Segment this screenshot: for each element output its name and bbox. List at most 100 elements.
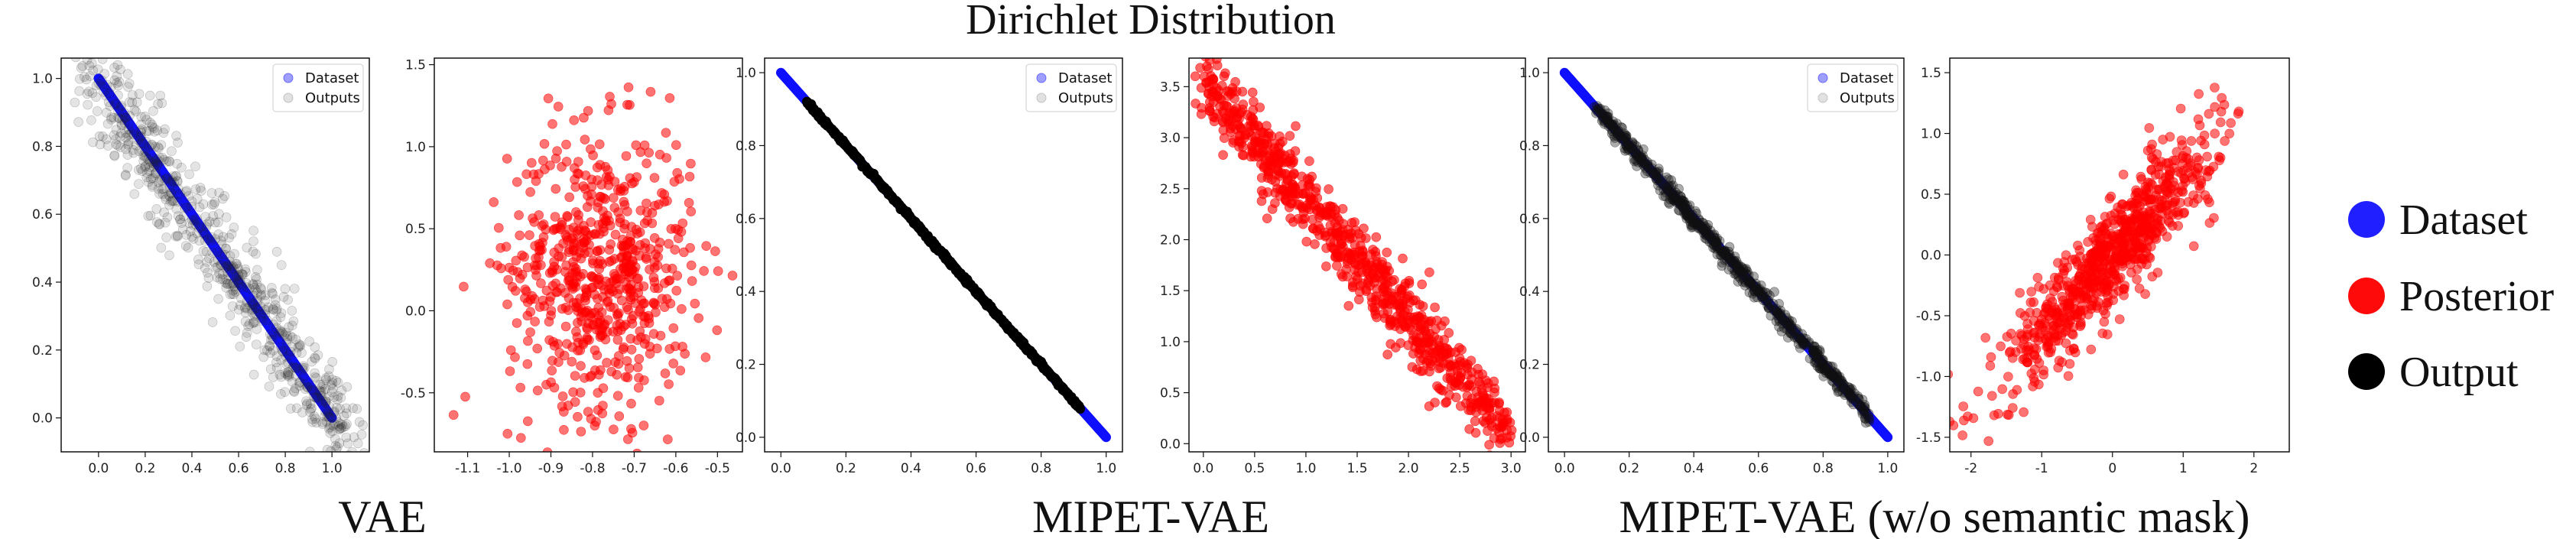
point-outputs: [144, 166, 154, 176]
point-outputs: [354, 417, 365, 427]
point-posterior: [583, 106, 593, 116]
point-posterior: [676, 226, 687, 237]
point-posterior: [686, 206, 697, 217]
point-posterior: [543, 93, 554, 104]
point-outputs: [299, 362, 310, 373]
point-outputs: [154, 143, 164, 154]
point-outputs: [164, 200, 174, 210]
point-outputs: [317, 419, 328, 429]
point-outputs: [187, 196, 197, 206]
x-tick-label: -1.1: [455, 461, 480, 476]
point-outputs: [326, 446, 336, 452]
point-posterior: [567, 356, 577, 367]
point-outputs: [90, 37, 99, 46]
point-posterior: [609, 303, 619, 313]
panel-vae-data-space: 0.0 0.2 0.4 0.6 0.8 1.00.00.20.40.60.81.0 Data…: [32, 37, 370, 476]
point-posterior: [502, 428, 513, 439]
point-outputs: [93, 106, 102, 116]
point-outputs: [152, 161, 163, 170]
point-posterior: [1337, 239, 1347, 249]
point-outputs: [227, 301, 238, 311]
point-posterior: [1304, 195, 1315, 206]
point-posterior: [621, 259, 632, 270]
y-tick-label: 2.5: [1160, 182, 1181, 197]
point-outputs: [231, 258, 241, 269]
point-posterior: [534, 239, 544, 249]
point-outputs: [149, 161, 159, 172]
point-outputs: [251, 339, 261, 349]
legend-label: Dataset: [305, 70, 359, 86]
point-outputs: [240, 267, 251, 278]
point-posterior: [662, 196, 672, 206]
point-outputs: [94, 44, 103, 54]
point-outputs: [114, 76, 125, 87]
point-outputs: [230, 326, 240, 336]
point-outputs: [289, 386, 299, 396]
point-outputs: [159, 154, 169, 165]
axes-frame: [764, 57, 1123, 453]
point-outputs: [173, 183, 184, 194]
x-tick-label: 0.2: [1619, 461, 1639, 476]
x-tick-label: -0.6: [663, 461, 688, 476]
point-outputs: [282, 331, 293, 342]
point-outputs: [341, 408, 352, 419]
point-outputs: [294, 377, 305, 388]
point-posterior: [550, 224, 560, 234]
point-outputs: [135, 164, 146, 174]
point-outputs: [109, 63, 119, 73]
point-posterior: [712, 325, 723, 336]
point-outputs: [274, 328, 284, 339]
point-outputs: [193, 259, 204, 270]
point-outputs: [245, 300, 255, 310]
point-posterior: [547, 356, 557, 366]
point-outputs: [320, 384, 330, 394]
point-posterior: [642, 158, 651, 168]
point-posterior: [606, 239, 616, 249]
point-posterior: [546, 377, 556, 388]
point-posterior: [544, 335, 554, 346]
point-outputs: [322, 444, 333, 452]
point-posterior: [593, 388, 603, 398]
point-outputs: [200, 212, 211, 222]
point-outputs: [242, 327, 252, 338]
point-outputs: [265, 341, 275, 352]
point-outputs: [152, 217, 162, 227]
point-outputs: [327, 383, 338, 394]
point-outputs: [223, 261, 232, 271]
point-posterior: [1217, 80, 1227, 91]
x-tick-label: -0.5: [705, 461, 730, 476]
point-outputs: [200, 235, 210, 246]
point-outputs: [256, 313, 267, 323]
point-outputs: [268, 320, 278, 330]
point-posterior: [530, 317, 540, 326]
point-outputs: [282, 334, 292, 344]
point-posterior: [595, 365, 606, 375]
point-outputs: [323, 408, 333, 418]
point-posterior: [502, 154, 512, 164]
point-outputs: [81, 74, 92, 85]
point-outputs: [1638, 159, 1648, 169]
x-tick-label: 0.4: [1684, 461, 1704, 476]
point-outputs: [106, 112, 116, 122]
point-outputs: [175, 214, 185, 225]
x-tick-label: 1.0: [1877, 461, 1898, 476]
point-outputs: [1701, 226, 1710, 236]
point-posterior: [615, 217, 625, 228]
point-outputs: [97, 58, 108, 64]
point-outputs: [320, 411, 330, 421]
point-outputs: [258, 316, 268, 326]
point-posterior: [573, 411, 583, 422]
point-posterior: [1298, 188, 1308, 199]
point-posterior: [660, 369, 671, 378]
point-posterior: [1404, 317, 1414, 328]
point-posterior: [1324, 184, 1333, 194]
point-outputs: [302, 398, 313, 409]
point-outputs: [1688, 216, 1698, 226]
point-posterior: [1475, 379, 1485, 389]
point-outputs: [1754, 287, 1764, 297]
point-outputs: [223, 260, 234, 271]
point-outputs: [112, 71, 122, 82]
point-posterior: [1347, 232, 1357, 243]
point-outputs: [1602, 112, 1613, 122]
point-posterior: [672, 271, 683, 281]
